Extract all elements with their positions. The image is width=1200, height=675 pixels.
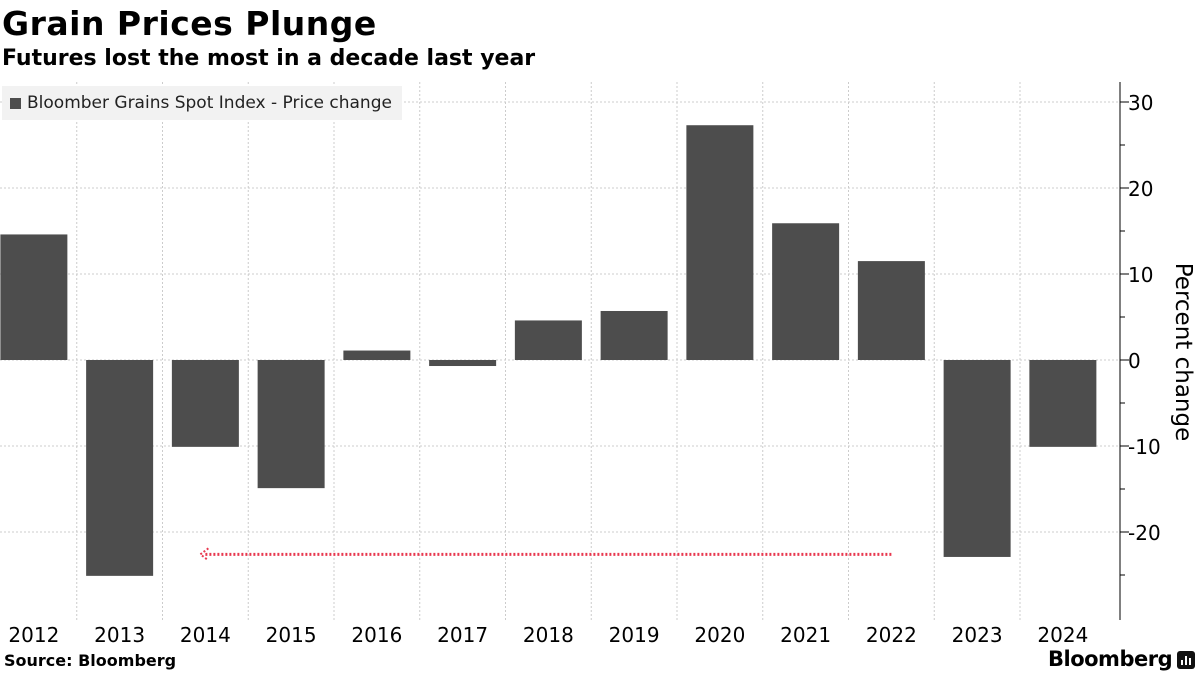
- bloomberg-logo: Bloomberg: [1048, 647, 1173, 671]
- bar-2022: [857, 261, 925, 360]
- x-tick-label: 2014: [180, 623, 231, 647]
- comparison-arrow: [198, 547, 892, 562]
- arrow-head: [198, 547, 209, 562]
- legend: Bloomber Grains Spot Index - Price chang…: [2, 86, 402, 120]
- bar-2023: [943, 360, 1011, 557]
- bar-2015: [257, 360, 325, 489]
- y-tick-label: -10: [1128, 435, 1161, 459]
- bar-2019: [600, 310, 668, 360]
- x-tick-label: 2024: [1037, 623, 1088, 647]
- bar-2016: [343, 350, 411, 360]
- bar-2020: [686, 125, 754, 360]
- chart-title: Grain Prices Plunge: [2, 4, 377, 43]
- x-tick-label: 2015: [266, 623, 317, 647]
- y-tick-label: 10: [1128, 263, 1153, 287]
- chart-subtitle: Futures lost the most in a decade last y…: [2, 46, 536, 71]
- x-tick-label: 2019: [609, 623, 660, 647]
- x-tick-label: 2017: [437, 623, 488, 647]
- x-tick-label: 2021: [780, 623, 831, 647]
- y-tick-label: 30: [1128, 91, 1153, 115]
- bar-2013: [86, 360, 154, 576]
- bloomberg-chart-icon: [1177, 651, 1195, 669]
- x-tick-label: 2023: [952, 623, 1003, 647]
- bar-2018: [514, 320, 582, 360]
- bar-2021: [772, 223, 840, 360]
- y-tick-label: 0: [1128, 349, 1141, 373]
- bar-2024: [1029, 360, 1097, 447]
- legend-label: Bloomber Grains Spot Index - Price chang…: [27, 93, 392, 113]
- x-tick-label: 2020: [694, 623, 745, 647]
- x-tick-label: 2018: [523, 623, 574, 647]
- y-axis-label: Percent change: [1170, 263, 1196, 442]
- bar-2014: [171, 360, 239, 447]
- y-tick-label: -20: [1128, 521, 1161, 545]
- x-tick-label: 2012: [8, 623, 59, 647]
- y-tick-label: 20: [1128, 177, 1153, 201]
- x-tick-label: 2013: [94, 623, 145, 647]
- bar-2017: [429, 360, 497, 367]
- source-note: Source: Bloomberg: [4, 651, 177, 670]
- bar-2012: [0, 234, 68, 360]
- legend-swatch: [10, 97, 21, 109]
- x-tick-label: 2022: [866, 623, 917, 647]
- x-tick-label: 2016: [351, 623, 402, 647]
